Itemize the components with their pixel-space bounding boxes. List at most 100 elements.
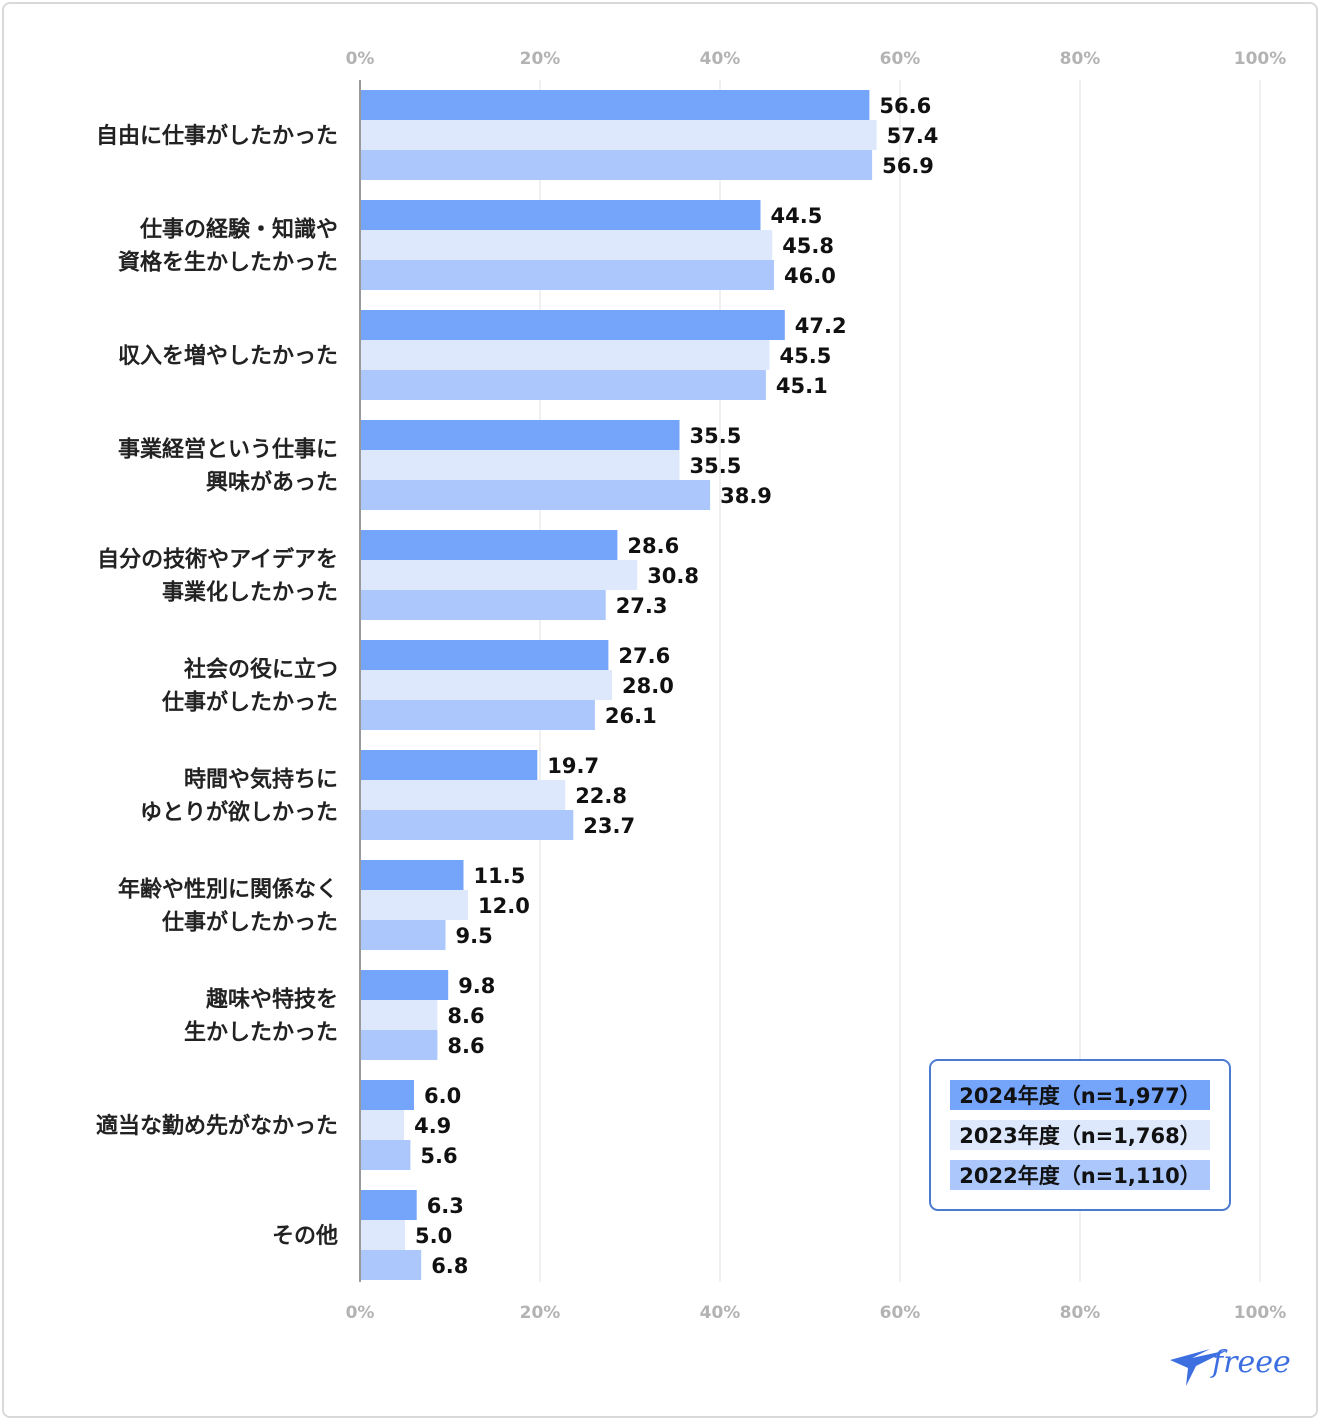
bar (360, 1220, 405, 1250)
category-label: 収入を増やしたかった (118, 343, 338, 369)
legend: 2024年度（n=1,977） 2023年度（n=1,768） 2022年度（n=1… (929, 1059, 1231, 1211)
bar (360, 1030, 438, 1060)
bird-icon (1170, 1349, 1228, 1386)
category-label: 興味があった (206, 470, 338, 496)
bar (360, 310, 785, 340)
data-label: 56.6 (879, 94, 931, 118)
data-label: 19.7 (547, 754, 599, 778)
bar (360, 1000, 438, 1030)
data-label: 45.8 (782, 234, 834, 258)
data-label: 6.8 (431, 1254, 468, 1278)
category-label: 自分の技術やアイデアを (97, 547, 338, 573)
bar (360, 1190, 417, 1220)
bar (360, 560, 638, 590)
x-tick-label: 0% (346, 49, 375, 69)
category-label: 事業経営という仕事に (118, 437, 338, 463)
legend-label: 2024年度（n=1,977） (959, 1084, 1200, 1108)
x-tick-label: 0% (346, 1303, 375, 1323)
x-tick-label: 40% (700, 49, 741, 69)
legend-swatch (950, 1080, 1210, 1110)
bar (360, 700, 595, 730)
bar (360, 860, 464, 890)
category-label: 事業化したかった (162, 580, 338, 606)
bar (360, 1250, 422, 1280)
data-label: 27.3 (616, 594, 668, 618)
legend-label: 2023年度（n=1,768） (959, 1124, 1200, 1148)
legend-label: 2022年度（n=1,110） (959, 1164, 1200, 1188)
x-tick-label: 60% (880, 49, 921, 69)
data-label: 35.5 (690, 424, 742, 448)
bar (360, 230, 773, 260)
bar (360, 340, 770, 370)
data-label: 45.1 (776, 374, 828, 398)
category-label: 年齢や性別に関係なく (118, 877, 338, 903)
data-label: 6.3 (427, 1194, 464, 1218)
bar (360, 370, 766, 400)
category-label: 資格を生かしたかった (118, 250, 338, 276)
data-label: 38.9 (720, 484, 772, 508)
bar (360, 120, 877, 150)
data-label: 11.5 (474, 864, 526, 888)
category-label: 社会の役に立つ (184, 657, 338, 683)
bar (360, 150, 873, 180)
data-label: 27.6 (618, 644, 670, 668)
x-tick-label: 40% (700, 1303, 741, 1323)
data-label: 22.8 (575, 784, 627, 808)
bar (360, 200, 761, 230)
data-label: 5.0 (415, 1224, 452, 1248)
data-label: 35.5 (690, 454, 742, 478)
bars (360, 90, 877, 1280)
data-label: 44.5 (771, 204, 823, 228)
bar (360, 970, 449, 1000)
data-label: 45.5 (780, 344, 832, 368)
category-label: 自由に仕事がしたかった (96, 123, 338, 149)
data-label: 28.0 (622, 674, 674, 698)
data-label: 8.6 (447, 1034, 484, 1058)
bar (360, 780, 566, 810)
bar (360, 1110, 405, 1140)
bar (360, 480, 711, 510)
category-label: 適当な勤め先がなかった (96, 1113, 338, 1139)
x-axis-bottom: 0% 20% 40% 60% 80% 100% (346, 1303, 1287, 1323)
value-labels: 56.6 57.4 56.9 44.5 45.8 46.0 47.2 45.5 45.1 35.5… (414, 94, 938, 1278)
logo-text: freee (1210, 1345, 1291, 1380)
x-tick-label: 80% (1060, 1303, 1101, 1323)
x-tick-label: 100% (1234, 49, 1287, 69)
data-label: 56.9 (882, 154, 934, 178)
data-label: 30.8 (647, 564, 699, 588)
legend-swatch (950, 1120, 1210, 1150)
category-label: 仕事がしたかった (161, 910, 338, 936)
category-label: その他 (272, 1224, 338, 1249)
data-label: 6.0 (424, 1084, 461, 1108)
bar (360, 530, 618, 560)
data-label: 57.4 (887, 124, 939, 148)
x-tick-label: 20% (520, 1303, 561, 1323)
bar (360, 590, 606, 620)
legend-swatch (950, 1160, 1210, 1190)
data-label: 5.6 (420, 1144, 457, 1168)
bar (360, 890, 468, 920)
bar (360, 420, 680, 450)
data-label: 26.1 (605, 704, 657, 728)
bar (360, 670, 612, 700)
data-label: 23.7 (583, 814, 635, 838)
bar (360, 920, 446, 950)
data-label: 8.6 (447, 1004, 484, 1028)
bar (360, 1080, 414, 1110)
x-tick-label: 60% (880, 1303, 921, 1323)
data-label: 28.6 (627, 534, 679, 558)
bar (360, 450, 680, 480)
data-label: 46.0 (784, 264, 836, 288)
category-label: 時間や気持ちに (184, 767, 338, 793)
data-label: 12.0 (478, 894, 530, 918)
x-tick-label: 20% (520, 49, 561, 69)
bar (360, 90, 870, 120)
category-label: 仕事の経験・知識や (139, 217, 338, 243)
bar (360, 750, 538, 780)
data-label: 4.9 (414, 1114, 451, 1138)
bar (360, 260, 774, 290)
freee-logo: freee (1170, 1345, 1291, 1386)
category-label: 仕事がしたかった (161, 690, 338, 716)
x-tick-label: 100% (1234, 1303, 1287, 1323)
